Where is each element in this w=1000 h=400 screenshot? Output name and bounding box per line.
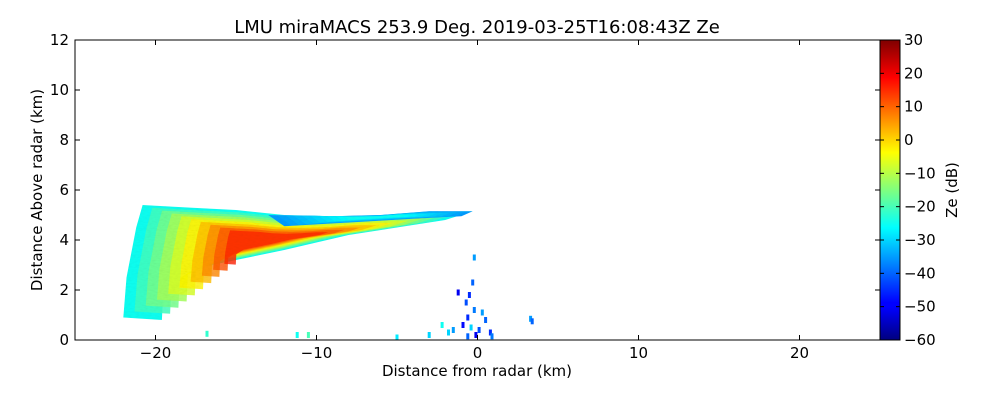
x-tick-label: −20 bbox=[140, 344, 172, 362]
y-tick-label: 0 bbox=[59, 331, 69, 349]
clutter-point bbox=[480, 309, 484, 316]
colorbar-frame bbox=[879, 39, 901, 341]
colorbar-tick-label: −20 bbox=[904, 198, 936, 216]
clutter-point bbox=[295, 332, 299, 338]
y-tick-label: 12 bbox=[50, 31, 69, 49]
clutter-point bbox=[467, 292, 471, 298]
colorbar-ticks: −60 −50 −40 −30 −20 −10 0 10 20 30 bbox=[880, 31, 936, 349]
clutter-point bbox=[477, 327, 481, 333]
y-tick-label: 2 bbox=[59, 281, 69, 299]
colorbar-label: Ze (dB) bbox=[943, 162, 961, 218]
chart-title: LMU miraMACS 253.9 Deg. 2019-03-25T16:08… bbox=[234, 17, 720, 38]
clutter-point bbox=[474, 332, 478, 338]
plot-background bbox=[75, 40, 880, 340]
colorbar-tick-label: −60 bbox=[904, 331, 936, 349]
y-axis: 0 2 4 6 8 10 12 bbox=[50, 31, 880, 349]
x-tick-label: 10 bbox=[629, 344, 648, 362]
x-axis: −20 −10 0 10 20 bbox=[140, 40, 809, 362]
y-tick-label: 4 bbox=[59, 231, 69, 249]
clutter-point bbox=[484, 317, 488, 323]
x-tick-label: 0 bbox=[473, 344, 483, 362]
clutter-point bbox=[427, 332, 431, 338]
colorbar-tick-label: −30 bbox=[904, 231, 936, 249]
clutter-point bbox=[464, 299, 468, 306]
y-axis-label: Distance Above radar (km) bbox=[28, 89, 46, 291]
clutter-point bbox=[440, 322, 444, 328]
clutter-point bbox=[456, 289, 460, 296]
echo-contour bbox=[344, 215, 406, 220]
colorbar-tick-label: 30 bbox=[904, 31, 923, 49]
clutter-point bbox=[529, 315, 533, 322]
colorbar-tick-label: −50 bbox=[904, 298, 936, 316]
clutter-point bbox=[461, 322, 465, 328]
colorbar-gradient bbox=[880, 40, 900, 340]
colorbar-tick-label: 0 bbox=[904, 131, 914, 149]
colorbar-tick-label: −40 bbox=[904, 264, 936, 282]
colorbar: −60 −50 −40 −30 −20 −10 0 10 20 30 Ze (dB) bbox=[879, 31, 961, 349]
clutter-point bbox=[472, 254, 476, 261]
echo-region-stratiform-layer bbox=[123, 205, 473, 320]
clutter-point bbox=[488, 329, 492, 336]
colorbar-tick-label: −10 bbox=[904, 164, 936, 182]
colorbar-tick-label: 10 bbox=[904, 98, 923, 116]
y-tick-label: 8 bbox=[59, 131, 69, 149]
clutter-point bbox=[530, 318, 534, 325]
echo-layer bbox=[123, 205, 473, 320]
clutter-point bbox=[466, 333, 470, 340]
clutter-point bbox=[471, 279, 475, 286]
clutter-point bbox=[490, 333, 494, 340]
clutter-point bbox=[205, 330, 209, 337]
clutter-point bbox=[466, 314, 470, 321]
x-tick-label: −10 bbox=[301, 344, 333, 362]
colorbar-tick-label: 20 bbox=[904, 64, 923, 82]
echo-contour bbox=[224, 230, 329, 265]
clutter-point bbox=[395, 334, 399, 340]
clutter-point bbox=[447, 329, 450, 336]
clutter-point bbox=[469, 324, 473, 331]
y-tick-label: 10 bbox=[50, 81, 69, 99]
clutter-point bbox=[451, 327, 455, 333]
plot-area: −20 −10 0 10 20 0 2 4 6 8 10 12 bbox=[50, 31, 881, 362]
clutter-layer bbox=[205, 254, 534, 340]
x-axis-label: Distance from radar (km) bbox=[382, 362, 572, 380]
y-tick-label: 6 bbox=[59, 181, 69, 199]
echo-region-cloud-top-band bbox=[268, 211, 473, 227]
clutter-point bbox=[472, 307, 476, 313]
x-tick-label: 20 bbox=[790, 344, 809, 362]
clutter-point bbox=[306, 332, 310, 338]
